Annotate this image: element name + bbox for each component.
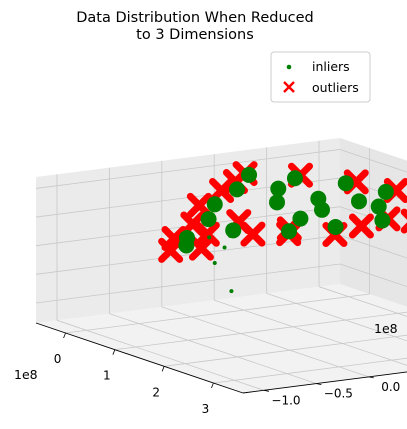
axes-panes xyxy=(36,138,407,393)
y-tick-label: −1.0 xyxy=(271,393,300,407)
legend-frame xyxy=(270,51,371,103)
gridline-z xyxy=(339,177,407,202)
inlier-point xyxy=(292,210,309,227)
legend-marker-outliers xyxy=(283,81,295,93)
tick-marks xyxy=(63,332,374,392)
x-tick-label: 2 xyxy=(152,385,160,399)
floor-pane xyxy=(36,284,407,393)
inlier-point xyxy=(351,193,368,210)
y-tick-mark xyxy=(263,389,270,392)
legend-label-inliers: inliers xyxy=(312,59,350,74)
x-tick-mark xyxy=(112,349,116,355)
outlier-stroke xyxy=(188,235,214,261)
gridline-z xyxy=(339,263,407,288)
inlier-point xyxy=(286,170,303,187)
outlier-stroke xyxy=(186,192,212,218)
inlier-point xyxy=(228,181,245,198)
legend-label-outliers: outliers xyxy=(312,80,359,95)
inlier-point xyxy=(212,260,217,265)
scatter-points xyxy=(158,161,407,294)
y-tick-label: 0.0 xyxy=(381,380,400,394)
gridline-z xyxy=(339,149,407,173)
outlier-point xyxy=(348,213,374,239)
x-tick-mark xyxy=(63,332,66,339)
inlier-point xyxy=(200,211,217,228)
x-tick-label: 3 xyxy=(202,402,210,416)
outlier-point xyxy=(188,235,214,261)
gridline-y xyxy=(161,306,369,378)
outlier-point xyxy=(186,192,212,218)
inlier-point xyxy=(222,245,227,250)
y-axis-line xyxy=(242,371,407,394)
gridline-y xyxy=(56,319,265,391)
gridline-y xyxy=(109,313,317,384)
y-tick-label: −0.5 xyxy=(324,387,353,401)
gridline-y xyxy=(266,293,407,342)
inlier-point xyxy=(377,183,394,200)
outlier-stroke xyxy=(194,221,220,247)
x-tick-mark xyxy=(211,382,214,389)
inlier-point xyxy=(314,201,331,218)
gridline-x xyxy=(65,293,370,334)
gridline-x xyxy=(213,357,407,384)
inlier-point xyxy=(374,212,391,229)
gridline-x xyxy=(114,311,407,351)
inlier-point xyxy=(370,198,387,215)
inlier-point xyxy=(178,229,195,246)
inlier-point xyxy=(229,289,234,294)
y-tick-mark xyxy=(316,383,322,385)
legend: inliers outliers xyxy=(270,51,371,103)
x-axis-offset-label: 1e8 xyxy=(14,367,38,382)
inlier-point xyxy=(269,194,286,211)
inlier-point xyxy=(207,235,212,240)
gridline-z xyxy=(35,149,341,189)
gridline-z xyxy=(35,234,341,275)
inlier-point xyxy=(280,223,297,240)
outlier-stroke xyxy=(348,213,374,239)
axis-lines xyxy=(35,322,407,394)
x-tick-label: 1 xyxy=(103,369,111,383)
y-tick-mark xyxy=(368,376,374,379)
gridline-x xyxy=(164,334,407,367)
chart-title-line-2: to 3 Dimensions xyxy=(136,27,254,43)
x-tick-label: 0 xyxy=(54,352,62,366)
inlier-point xyxy=(337,175,354,192)
outlier-stroke xyxy=(161,225,187,251)
gridline-z xyxy=(339,206,407,230)
x-axis-line xyxy=(35,322,244,394)
legend-marker-inliers xyxy=(286,64,292,70)
gridline-y xyxy=(318,286,407,317)
inlier-point xyxy=(206,196,223,213)
chart-title-line-1: Data Distribution When Reduced xyxy=(76,10,314,26)
gridline-z xyxy=(339,234,407,259)
gridline-y xyxy=(214,299,407,366)
inlier-point xyxy=(228,233,233,238)
x-tick-mark xyxy=(161,366,165,372)
inlier-point xyxy=(225,222,242,239)
inlier-point xyxy=(270,180,287,197)
gridline-z xyxy=(35,263,341,304)
outlier-stroke xyxy=(240,221,266,247)
inlier-point xyxy=(327,219,344,236)
inlier-point xyxy=(241,166,258,183)
y-axis-offset-label: 1e8 xyxy=(374,321,398,336)
